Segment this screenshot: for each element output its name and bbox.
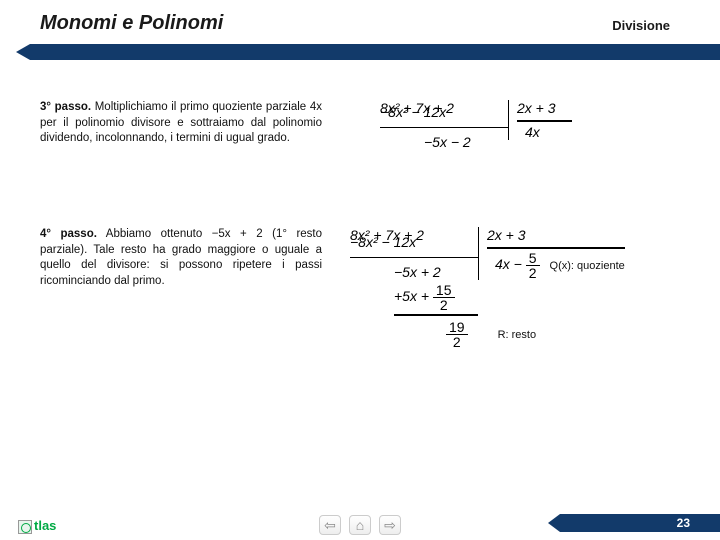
step-3-math: 8x² + 7x + 22x + 34x −8x² − 12x −5x − 2 bbox=[340, 100, 680, 153]
step-4-math: 8x² + 7x + 22x + 34x − 52Q(x): quoziente… bbox=[340, 227, 680, 349]
nav-controls: ⇦ ⌂ ⇨ bbox=[319, 515, 401, 535]
content: 3° passo. Moltiplichiamo il primo quozie… bbox=[0, 60, 720, 349]
page-title: Monomi e Polinomi bbox=[40, 12, 223, 35]
footer: tlas ⇦ ⌂ ⇨ 23 bbox=[0, 506, 720, 540]
long-division-1: 8x² + 7x + 22x + 34x −8x² − 12x −5x − 2 bbox=[380, 100, 572, 153]
final-remainder: 192R: resto bbox=[350, 316, 625, 349]
divisor-1: 2x + 34x bbox=[508, 100, 572, 140]
step-3-row: 3° passo. Moltiplichiamo il primo quozie… bbox=[40, 100, 680, 153]
remainder-annotation: R: resto bbox=[498, 327, 537, 344]
header-bar bbox=[30, 44, 720, 60]
nav-prev-button[interactable]: ⇦ bbox=[319, 515, 341, 535]
step-4-text: 4° passo. Abbiamo ottenuto −5x + 2 (1° r… bbox=[40, 227, 340, 349]
header: Monomi e Polinomi Divisione bbox=[0, 0, 720, 60]
nav-next-button[interactable]: ⇨ bbox=[379, 515, 401, 535]
publisher-logo: tlas bbox=[18, 518, 56, 534]
add-2: +5x + 152 bbox=[350, 283, 625, 312]
step-4-row: 4° passo. Abbiamo ottenuto −5x + 2 (1° r… bbox=[40, 227, 680, 349]
page-number: 23 bbox=[677, 516, 690, 530]
long-division-2: 8x² + 7x + 22x + 34x − 52Q(x): quoziente… bbox=[350, 227, 625, 349]
quotient-annotation: Q(x): quoziente bbox=[550, 260, 625, 272]
step-4-label: 4° passo. bbox=[40, 228, 97, 240]
step-3-text: 3° passo. Moltiplichiamo il primo quozie… bbox=[40, 100, 340, 153]
step-3-label: 3° passo. bbox=[40, 101, 91, 113]
nav-home-button[interactable]: ⌂ bbox=[349, 515, 371, 535]
page-subtitle: Divisione bbox=[612, 18, 670, 33]
footer-bar bbox=[560, 514, 720, 532]
quotient-2: 4x − 52Q(x): quoziente bbox=[487, 249, 625, 280]
quotient-1: 4x bbox=[517, 122, 572, 140]
divisor-2: 2x + 34x − 52Q(x): quoziente bbox=[478, 227, 625, 280]
